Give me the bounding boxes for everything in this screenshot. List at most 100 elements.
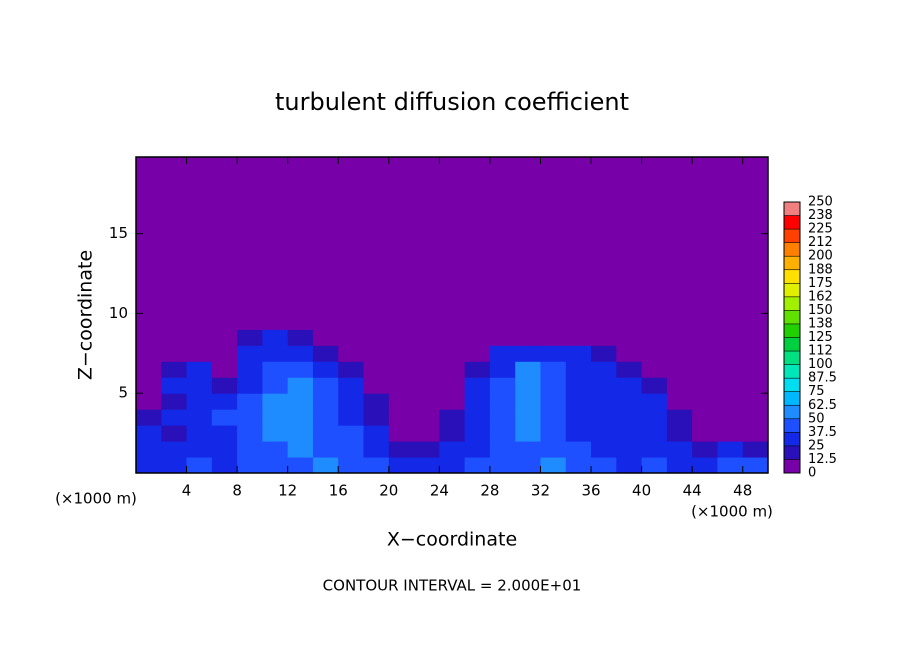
heat-cell <box>237 441 263 458</box>
heat-cell <box>616 313 643 330</box>
y-tick-label: 10 <box>109 304 128 322</box>
heat-cell <box>287 345 314 362</box>
heat-cell <box>237 313 263 330</box>
heat-cell <box>717 409 744 426</box>
heat-cell <box>186 441 213 458</box>
contour-note: CONTOUR INTERVAL = 2.000E+01 <box>323 577 582 595</box>
heat-cell <box>641 329 668 346</box>
heat-cell <box>616 409 643 426</box>
heat-cell <box>363 313 390 330</box>
heat-cell <box>161 457 188 474</box>
heat-cell <box>363 425 390 442</box>
colorbar-swatch <box>784 269 800 284</box>
heat-cell <box>312 393 339 410</box>
heat-cell <box>136 393 162 410</box>
heat-cell <box>237 377 263 394</box>
heat-cell <box>591 377 617 394</box>
heat-cell <box>338 345 365 362</box>
colorbar-label: 100 <box>808 357 833 372</box>
heat-cell <box>591 457 617 474</box>
heat-cell <box>388 313 415 330</box>
heat-cell <box>312 329 339 346</box>
heat-cell <box>666 329 693 346</box>
heat-cell <box>388 425 415 442</box>
heat-cell <box>616 345 643 362</box>
heat-cell <box>515 377 541 394</box>
colorbar-swatch <box>784 283 800 297</box>
heat-cell <box>363 361 390 378</box>
heat-cell <box>616 377 643 394</box>
heat-cell <box>338 393 365 410</box>
heat-cell <box>616 425 643 442</box>
heat-cell <box>515 329 541 346</box>
heat-cell <box>717 393 744 410</box>
colorbar-label: 200 <box>808 249 833 264</box>
heat-cell <box>211 457 238 474</box>
heat-cell <box>565 425 592 442</box>
colorbar-swatch <box>784 432 800 446</box>
heat-cell <box>414 329 440 346</box>
x-tick-label: 32 <box>531 482 550 500</box>
heat-cell <box>641 345 668 362</box>
heat-cell <box>565 409 592 426</box>
heat-cell <box>742 393 769 410</box>
heat-cell <box>237 409 263 426</box>
heat-cell <box>489 441 516 458</box>
heat-cell <box>464 377 491 394</box>
heat-cell <box>464 345 491 362</box>
y-tick-label: 15 <box>109 224 128 242</box>
heat-cell <box>464 441 491 458</box>
heat-cell <box>717 313 744 330</box>
heat-cell <box>742 441 769 458</box>
heat-cell <box>161 313 188 330</box>
heat-cell <box>414 425 440 442</box>
heat-cell <box>591 313 617 330</box>
colorbar-label: 225 <box>808 222 833 237</box>
x-tick-label: 40 <box>632 482 651 500</box>
heat-cell <box>565 345 592 362</box>
heat-cell <box>489 313 516 330</box>
heat-cell <box>692 377 718 394</box>
heat-cell <box>363 329 390 346</box>
heat-cell <box>287 361 314 378</box>
heat-cell <box>211 313 238 330</box>
heat-cell <box>262 361 289 378</box>
heat-cell <box>641 425 668 442</box>
heat-cell <box>641 457 668 474</box>
heat-cell <box>262 441 289 458</box>
colorbar-swatch <box>784 337 800 352</box>
heat-cell <box>692 361 718 378</box>
heat-cell <box>186 377 213 394</box>
heat-cell <box>414 361 440 378</box>
heat-cell <box>287 457 314 474</box>
heat-cell <box>666 377 693 394</box>
heat-cell <box>692 393 718 410</box>
heat-cell <box>692 425 718 442</box>
heat-cell <box>540 457 567 474</box>
plot-frame <box>135 156 769 474</box>
x-axis-label: X−coordinate <box>387 529 517 551</box>
heat-cell <box>262 377 289 394</box>
heat-cell <box>237 393 263 410</box>
heat-cell <box>742 329 769 346</box>
heat-cell <box>591 361 617 378</box>
heat-cell <box>742 361 769 378</box>
heat-cell <box>565 457 592 474</box>
heat-cell <box>591 393 617 410</box>
y-tick-label: 5 <box>118 384 128 402</box>
heat-cell <box>692 345 718 362</box>
colorbar-swatch <box>784 351 800 365</box>
heat-cell <box>641 313 668 330</box>
heat-cell <box>363 393 390 410</box>
colorbar-label: 75 <box>808 384 825 399</box>
heat-cell <box>211 377 238 394</box>
heat-cell <box>388 409 415 426</box>
heat-cell <box>616 361 643 378</box>
heat-cell <box>439 457 466 474</box>
heat-cell <box>388 361 415 378</box>
colorbar-label: 175 <box>808 276 833 291</box>
colorbar-swatch <box>784 391 800 406</box>
heat-cell <box>186 313 213 330</box>
x-tick-label: 44 <box>683 482 702 500</box>
